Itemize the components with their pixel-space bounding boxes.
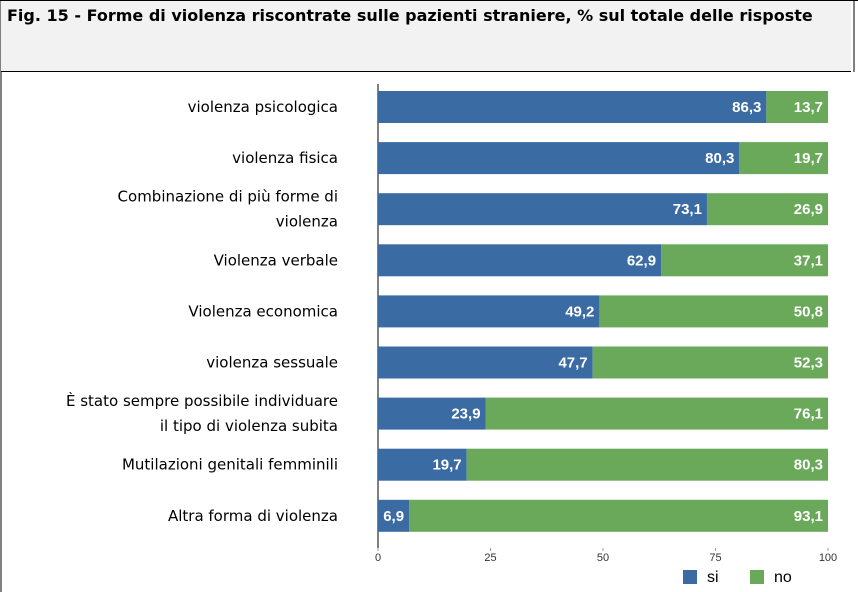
- value-label: 13,7: [794, 99, 823, 116]
- x-tick-label: 0: [375, 552, 381, 564]
- legend-label: no: [774, 569, 792, 586]
- value-label: 50,8: [794, 303, 823, 320]
- value-label: 80,3: [794, 457, 823, 474]
- bar-segment: [378, 397, 486, 430]
- category-label: Mutilazioni genitali femminili: [122, 456, 338, 474]
- value-label: 80,3: [705, 150, 734, 167]
- bar-segment: [378, 193, 707, 226]
- bar-segment: [739, 142, 828, 175]
- bar-segment: [378, 346, 593, 379]
- legend-label: si: [707, 569, 719, 586]
- bar-segment: [599, 295, 828, 328]
- value-label: 47,7: [558, 354, 587, 371]
- value-label: 73,1: [673, 201, 702, 218]
- chart-title: Fig. 15 - Forme di violenza riscontrate …: [1, 1, 851, 72]
- category-label: Violenza verbale: [214, 251, 338, 269]
- legend-swatch: [750, 570, 764, 584]
- value-label: 26,9: [794, 201, 823, 218]
- value-label: 93,1: [794, 508, 823, 525]
- x-tick-label: 75: [709, 552, 721, 564]
- category-label: Violenza economica: [188, 302, 338, 320]
- value-label: 52,3: [794, 354, 823, 371]
- bar-segment: [378, 91, 767, 123]
- value-label: 6,9: [383, 508, 404, 525]
- value-label: 23,9: [451, 406, 480, 423]
- x-tick-label: 100: [819, 552, 837, 564]
- bar-segment: [378, 448, 467, 481]
- bar-segment: [661, 244, 828, 277]
- category-label: violenza sessuale: [206, 354, 338, 372]
- value-label: 62,9: [627, 252, 656, 269]
- bar-segment: [378, 499, 410, 532]
- bar-segment: [466, 448, 828, 481]
- bar-segment: [766, 91, 828, 123]
- bar-segment: [409, 499, 828, 532]
- bar-segment: [378, 295, 600, 328]
- value-label: 49,2: [565, 303, 594, 320]
- value-label: 19,7: [794, 150, 823, 167]
- category-label: violenza fisica: [232, 149, 338, 167]
- category-label: Altra forma di violenza: [168, 507, 338, 525]
- bar-segment: [378, 142, 740, 175]
- legend-swatch: [683, 570, 697, 584]
- value-label: 19,7: [432, 457, 461, 474]
- bar-segment: [485, 397, 828, 430]
- x-tick-label: 25: [484, 552, 496, 564]
- category-label: È stato sempre possibile individuare il t…: [66, 391, 338, 435]
- value-label: 37,1: [794, 252, 823, 269]
- value-label: 76,1: [794, 406, 823, 423]
- bar-segment: [706, 193, 828, 226]
- bar-segment: [378, 244, 662, 277]
- category-label: Combinazione di più forme di violenza: [118, 188, 338, 231]
- value-label: 86,3: [732, 99, 761, 116]
- category-label: violenza psicologica: [188, 98, 338, 116]
- bar-segment: [592, 346, 828, 379]
- x-tick-label: 50: [597, 552, 609, 564]
